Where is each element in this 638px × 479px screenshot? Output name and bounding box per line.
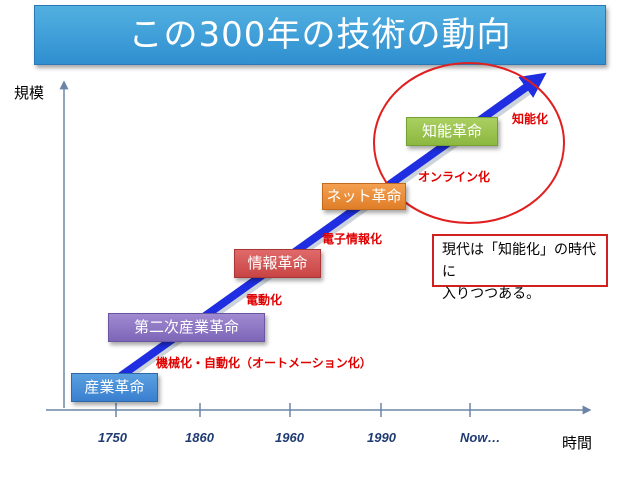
x-tick-label: Now… [460,430,501,445]
stage-industrial-revolution: 産業革命 [71,373,158,402]
y-axis-label: 規模 [14,84,45,102]
stage-net-revolution: ネット革命 [322,183,406,210]
transition-electrification: 電動化 [246,293,283,307]
callout-line-1: 現代は「知能化」の時代に [442,242,596,280]
transition-mechanization: 機械化・自動化（オートメーション化） [156,356,372,370]
slide-title: この300年の技術の動向 [34,5,606,65]
x-tick-label: 1990 [367,430,396,445]
stage-information-revolution: 情報革命 [234,249,321,278]
callout-note: 現代は「知能化」の時代に 入りつつある。 [432,234,608,302]
highlight-circle [373,62,565,224]
x-tick-label: 1860 [185,430,214,445]
x-tick-label: 1960 [275,430,304,445]
stage-second-industrial-revolution: 第二次産業革命 [108,313,265,342]
stage-intelligence-revolution: 知能革命 [406,117,498,146]
callout-line-2: 入りつつある。 [442,286,541,302]
transition-online: オンライン化 [418,170,491,184]
x-tick-label: 1750 [98,430,127,445]
transition-digitization: 電子情報化 [322,232,383,246]
transition-intelligence: 知能化 [512,112,549,126]
x-axis-label: 時間 [562,434,593,452]
